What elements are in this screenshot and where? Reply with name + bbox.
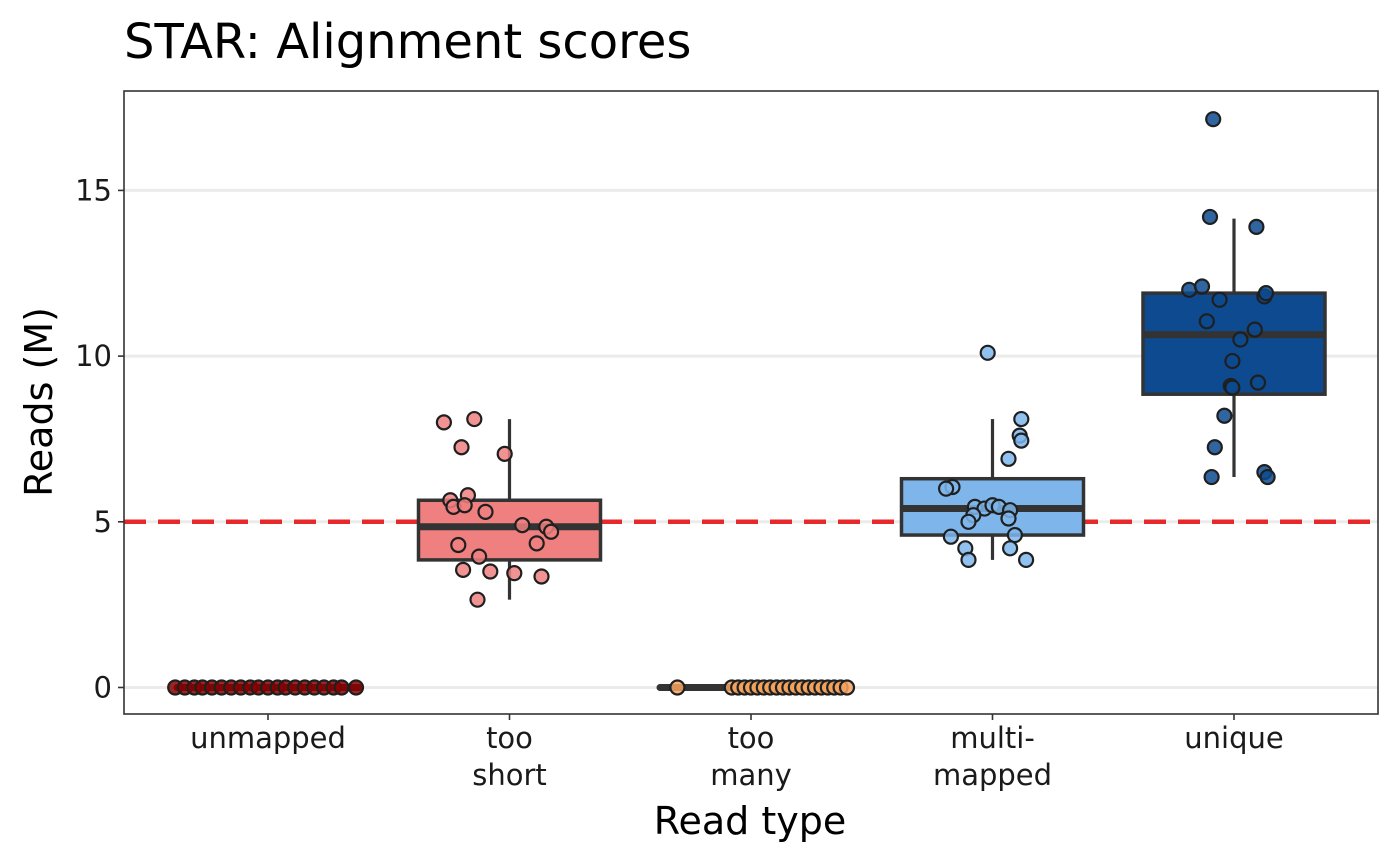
data-point-multi-mapped-4 <box>1000 450 1017 467</box>
x-tick-label-unique: unique <box>1184 721 1283 755</box>
data-point-unique-15 <box>1216 407 1233 424</box>
x-tick-label-too-short: too short <box>472 721 547 792</box>
data-point-too-many-0 <box>669 679 686 696</box>
data-point-unmapped-18 <box>333 679 350 696</box>
points-unmapped <box>167 679 365 696</box>
data-point-too-short-8 <box>514 517 531 534</box>
data-point-unique-11 <box>1224 352 1241 370</box>
data-point-unique-4 <box>1193 278 1211 295</box>
data-point-multi-mapped-3 <box>1013 432 1030 449</box>
box-multi-mapped <box>899 419 1086 560</box>
data-point-too-short-15 <box>506 565 523 582</box>
data-point-unique-2 <box>1248 218 1265 235</box>
data-point-unique-1 <box>1201 208 1219 226</box>
data-point-unique-7 <box>1257 285 1275 302</box>
data-point-too-short-4 <box>477 503 494 520</box>
data-point-too-short-10 <box>542 523 560 540</box>
data-point-too-short-13 <box>471 548 488 565</box>
data-point-too-short-1 <box>496 445 513 462</box>
x-axis-ticks: unmapped too short too many multi-mapped uniqu… <box>190 714 1284 792</box>
data-point-multi-mapped-0 <box>979 344 996 361</box>
data-point-multi-mapped-1 <box>1013 410 1030 428</box>
y-tick-label-5: 5 <box>94 505 112 539</box>
data-point-too-short-19 <box>435 414 452 431</box>
data-point-unmapped-19 <box>347 679 365 696</box>
x-tick-label-too-many: too many <box>710 721 792 792</box>
chart-title: STAR: Alignment scores <box>124 14 691 70</box>
data-points <box>167 111 1276 696</box>
x-tick-label-multi-mapped: multi-mapped <box>933 721 1052 792</box>
data-point-too-short-17 <box>482 563 499 580</box>
data-point-too-short-2 <box>453 439 470 456</box>
x-tick-label-unmapped: unmapped <box>190 721 346 755</box>
grid-lines <box>124 188 1378 689</box>
y-tick-label-15: 15 <box>75 173 112 207</box>
data-point-too-short-11 <box>528 535 545 552</box>
data-point-unique-10 <box>1232 331 1249 348</box>
boxplots <box>173 218 1327 691</box>
points-unique <box>1181 111 1276 486</box>
data-point-too-many-19 <box>838 679 856 696</box>
data-point-multi-mapped-14 <box>1000 510 1017 527</box>
plot-panel-border <box>123 90 1379 715</box>
data-point-multi-mapped-18 <box>960 551 977 569</box>
data-point-multi-mapped-13 <box>960 513 977 530</box>
data-point-unique-9 <box>1246 321 1263 338</box>
data-point-unique-8 <box>1198 313 1215 330</box>
data-point-unique-18 <box>1259 468 1276 486</box>
y-axis-title: Reads (M) <box>17 307 61 497</box>
data-point-too-short-0 <box>466 410 483 428</box>
data-point-unique-16 <box>1206 439 1223 456</box>
x-axis-title: Read type <box>654 799 846 843</box>
data-point-multi-mapped-6 <box>937 480 955 497</box>
data-point-multi-mapped-16 <box>1006 526 1024 544</box>
y-tick-label-0: 0 <box>94 670 112 704</box>
data-point-too-short-12 <box>450 536 467 554</box>
data-point-unique-19 <box>1203 468 1220 486</box>
points-too-many <box>669 679 856 696</box>
data-point-unique-13 <box>1224 379 1241 396</box>
points-multi-mapped <box>937 344 1035 569</box>
data-point-too-short-7 <box>456 497 473 514</box>
points-too-short <box>435 410 560 608</box>
data-point-too-short-14 <box>455 561 472 578</box>
data-point-unique-5 <box>1211 291 1228 308</box>
data-point-unique-0 <box>1205 111 1222 128</box>
data-point-too-short-18 <box>469 591 486 608</box>
y-axis-ticks: 0 5 10 15 <box>75 173 124 704</box>
data-point-multi-mapped-19 <box>1001 540 1019 557</box>
box-unique <box>1141 218 1327 478</box>
data-point-too-short-16 <box>533 568 550 585</box>
y-tick-label-10: 10 <box>75 339 112 373</box>
data-point-multi-mapped-20 <box>1017 551 1035 569</box>
data-point-multi-mapped-15 <box>942 528 960 545</box>
data-point-unique-14 <box>1249 374 1267 391</box>
